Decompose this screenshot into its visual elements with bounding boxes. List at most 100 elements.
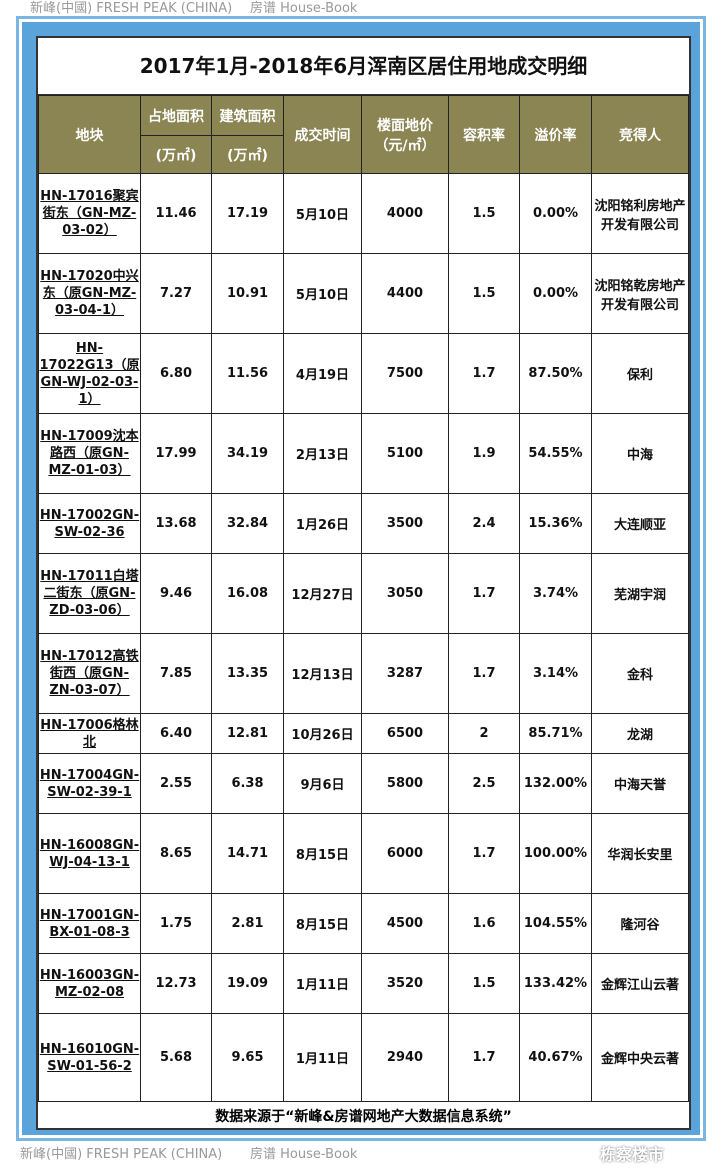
price-cell: 6000 [361, 813, 449, 894]
premium-cell: 87.50% [519, 333, 592, 414]
table-row: HN-17006格林北 6.40 12.81 10月26日 6500 2 85.71% 龙湖 [38, 713, 689, 754]
table-row: HN-17002GN-SW-02-36 13.68 32.84 1月26日 3500 2.… [38, 493, 689, 554]
far-cell: 1.6 [448, 893, 520, 954]
header-far: 容积率 [448, 95, 520, 174]
winner-cell: 金科 [591, 633, 689, 714]
watermark-housebook: 房谱 House-Book [250, 1147, 358, 1162]
land-area-cell: 9.46 [140, 553, 212, 634]
header-build-area: 建筑面积 [211, 95, 284, 136]
header-winner: 竞得人 [591, 95, 689, 174]
table-row: HN-17009沈本路西（原GN-MZ-01-03） 17.99 34.19 2月13… [38, 413, 689, 494]
plot-cell[interactable]: HN-17009沈本路西（原GN-MZ-01-03） [38, 413, 141, 494]
land-area-cell: 12.73 [140, 953, 212, 1014]
price-cell: 5800 [361, 753, 449, 814]
premium-cell: 0.00% [519, 253, 592, 334]
winner-cell: 龙湖 [591, 713, 689, 754]
far-cell: 1.7 [448, 813, 520, 894]
winner-cell: 中海 [591, 413, 689, 494]
winner-cell: 金辉中央云著 [591, 1013, 689, 1102]
price-cell: 3500 [361, 493, 449, 554]
far-cell: 1.5 [448, 953, 520, 1014]
premium-cell: 132.00% [519, 753, 592, 814]
header-premium: 溢价率 [519, 95, 592, 174]
date-cell: 4月19日 [283, 333, 362, 414]
header-land-unit: (万㎡) [140, 135, 212, 174]
far-cell: 1.7 [448, 1013, 520, 1102]
header-price-unit: （元/㎡） [374, 137, 436, 154]
land-area-cell: 5.68 [140, 1013, 212, 1102]
wechat-badge: 栋察楼市 [600, 1145, 665, 1164]
plot-cell[interactable]: HN-17022G13（原GN-WJ-02-03-1） [38, 333, 141, 414]
plot-cell[interactable]: HN-17006格林北 [38, 713, 141, 754]
header-plot: 地块 [38, 95, 141, 174]
date-cell: 12月13日 [283, 633, 362, 714]
build-area-cell: 34.19 [211, 413, 284, 494]
watermark-housebook: 房谱 House-Book [250, 1, 358, 16]
land-area-cell: 6.80 [140, 333, 212, 414]
far-cell: 1.9 [448, 413, 520, 494]
price-cell: 3520 [361, 953, 449, 1014]
frame: 2017年1月-2018年6月浑南区居住用地成交明细 地块 占地面积 建筑面积 … [22, 22, 700, 1135]
price-cell: 3050 [361, 553, 449, 634]
plot-cell[interactable]: HN-17002GN-SW-02-36 [38, 493, 141, 554]
plot-cell[interactable]: HN-17012高铁街西（原GN-ZN-03-07） [38, 633, 141, 714]
plot-cell[interactable]: HN-17001GN-BX-01-08-3 [38, 893, 141, 954]
price-cell: 5100 [361, 413, 449, 494]
table-row: HN-17001GN-BX-01-08-3 1.75 2.81 8月15日 4500 1.… [38, 893, 689, 954]
premium-cell: 104.55% [519, 893, 592, 954]
winner-cell: 沈阳铭乾房地产开发有限公司 [591, 253, 689, 334]
table-row: HN-17016聚宾街东（GN-MZ-03-02） 11.46 17.19 5月10日… [38, 173, 689, 254]
table-row: HN-16003GN-MZ-02-08 12.73 19.09 1月11日 3520 1.… [38, 953, 689, 1014]
plot-cell[interactable]: HN-17004GN-SW-02-39-1 [38, 753, 141, 814]
winner-cell: 中海天誉 [591, 753, 689, 814]
date-cell: 12月27日 [283, 553, 362, 634]
plot-cell[interactable]: HN-17011白塔二街东（原GN-ZD-03-06） [38, 553, 141, 634]
price-cell: 6500 [361, 713, 449, 754]
premium-cell: 100.00% [519, 813, 592, 894]
table-row: HN-17020中兴东（原GN-MZ-03-04-1） 7.27 10.91 5月10… [38, 253, 689, 334]
date-cell: 9月6日 [283, 753, 362, 814]
winner-cell: 沈阳铭利房地产开发有限公司 [591, 173, 689, 254]
watermark-freshpeak: 新峰(中國) FRESH PEAK (CHINA) [30, 1, 233, 16]
far-cell: 2 [448, 713, 520, 754]
far-cell: 1.7 [448, 553, 520, 634]
price-cell: 7500 [361, 333, 449, 414]
far-cell: 2.4 [448, 493, 520, 554]
premium-cell: 3.74% [519, 553, 592, 634]
header-land-area: 占地面积 [140, 95, 212, 136]
premium-cell: 54.55% [519, 413, 592, 494]
far-cell: 1.7 [448, 633, 520, 714]
price-cell: 4500 [361, 893, 449, 954]
date-cell: 5月10日 [283, 173, 362, 254]
plot-cell[interactable]: HN-16010GN-SW-01-56-2 [38, 1013, 141, 1102]
winner-cell: 芜湖宇润 [591, 553, 689, 634]
date-cell: 1月11日 [283, 953, 362, 1014]
far-cell: 1.5 [448, 253, 520, 334]
date-cell: 5月10日 [283, 253, 362, 334]
price-cell: 4000 [361, 173, 449, 254]
plot-cell[interactable]: HN-17020中兴东（原GN-MZ-03-04-1） [38, 253, 141, 334]
premium-cell: 40.67% [519, 1013, 592, 1102]
data-source-footer: 数据来源于“新峰&房谱网地产大数据信息系统” [215, 1109, 512, 1125]
land-area-cell: 2.55 [140, 753, 212, 814]
table-row: HN-16010GN-SW-01-56-2 5.68 9.65 1月11日 2940 1.… [38, 1013, 689, 1102]
table-row: HN-17022G13（原GN-WJ-02-03-1） 6.80 11.56 4月19… [38, 333, 689, 414]
plot-cell[interactable]: HN-16003GN-MZ-02-08 [38, 953, 141, 1014]
land-area-cell: 7.27 [140, 253, 212, 334]
header-price-label: 楼面地价 [377, 117, 433, 134]
date-cell: 1月26日 [283, 493, 362, 554]
price-cell: 2940 [361, 1013, 449, 1102]
land-area-cell: 13.68 [140, 493, 212, 554]
premium-cell: 85.71% [519, 713, 592, 754]
plot-cell[interactable]: HN-17016聚宾街东（GN-MZ-03-02） [38, 173, 141, 254]
land-area-cell: 7.85 [140, 633, 212, 714]
table-panel: 2017年1月-2018年6月浑南区居住用地成交明细 地块 占地面积 建筑面积 … [36, 36, 691, 1130]
build-area-cell: 12.81 [211, 713, 284, 754]
plot-cell[interactable]: HN-16008GN-WJ-04-13-1 [38, 813, 141, 894]
date-cell: 8月15日 [283, 813, 362, 894]
table-row: HN-16008GN-WJ-04-13-1 8.65 14.71 8月15日 6000 1… [38, 813, 689, 894]
date-cell: 8月15日 [283, 893, 362, 954]
build-area-cell: 11.56 [211, 333, 284, 414]
header-build-unit: (万㎡) [211, 135, 284, 174]
build-area-cell: 14.71 [211, 813, 284, 894]
